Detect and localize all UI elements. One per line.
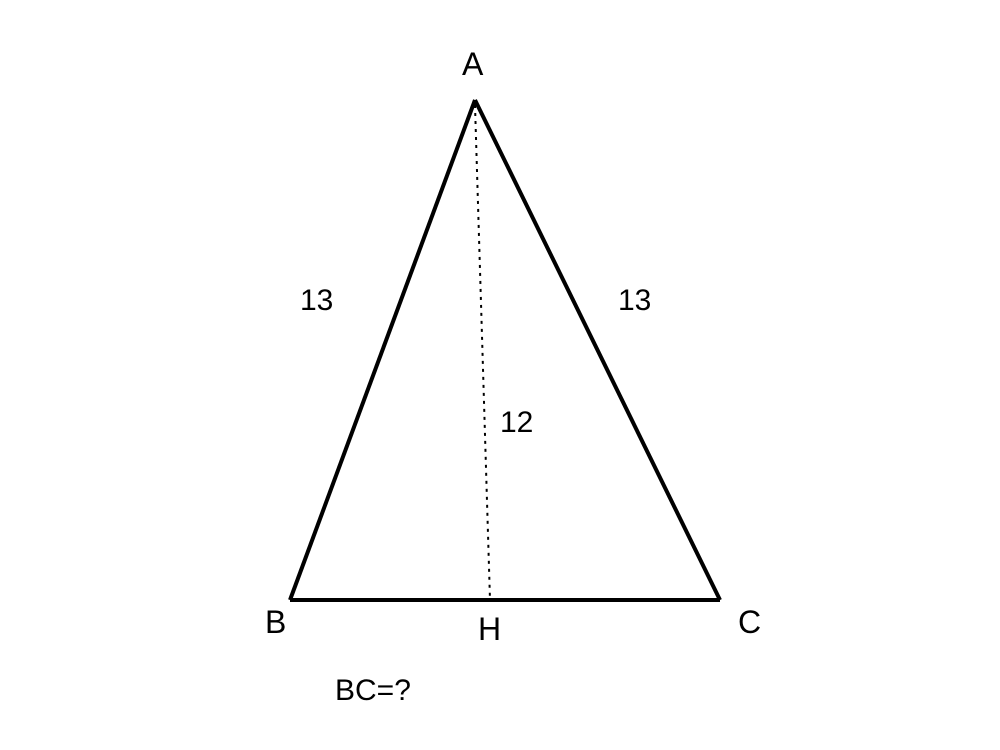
vertex-label-b: B bbox=[265, 604, 286, 640]
vertex-label-h: H bbox=[478, 611, 501, 647]
altitude-ah bbox=[475, 105, 490, 600]
triangle-diagram: A B C H 13 13 12 BC=? bbox=[0, 0, 1000, 750]
question-text: BC=? bbox=[335, 674, 411, 707]
vertex-label-a: A bbox=[462, 46, 484, 82]
altitude-label: 12 bbox=[500, 406, 533, 439]
side-label-ab: 13 bbox=[300, 284, 333, 317]
side-label-ac: 13 bbox=[618, 284, 651, 317]
vertex-label-c: C bbox=[738, 604, 761, 640]
side-ab bbox=[290, 100, 475, 600]
side-ac bbox=[475, 100, 720, 600]
